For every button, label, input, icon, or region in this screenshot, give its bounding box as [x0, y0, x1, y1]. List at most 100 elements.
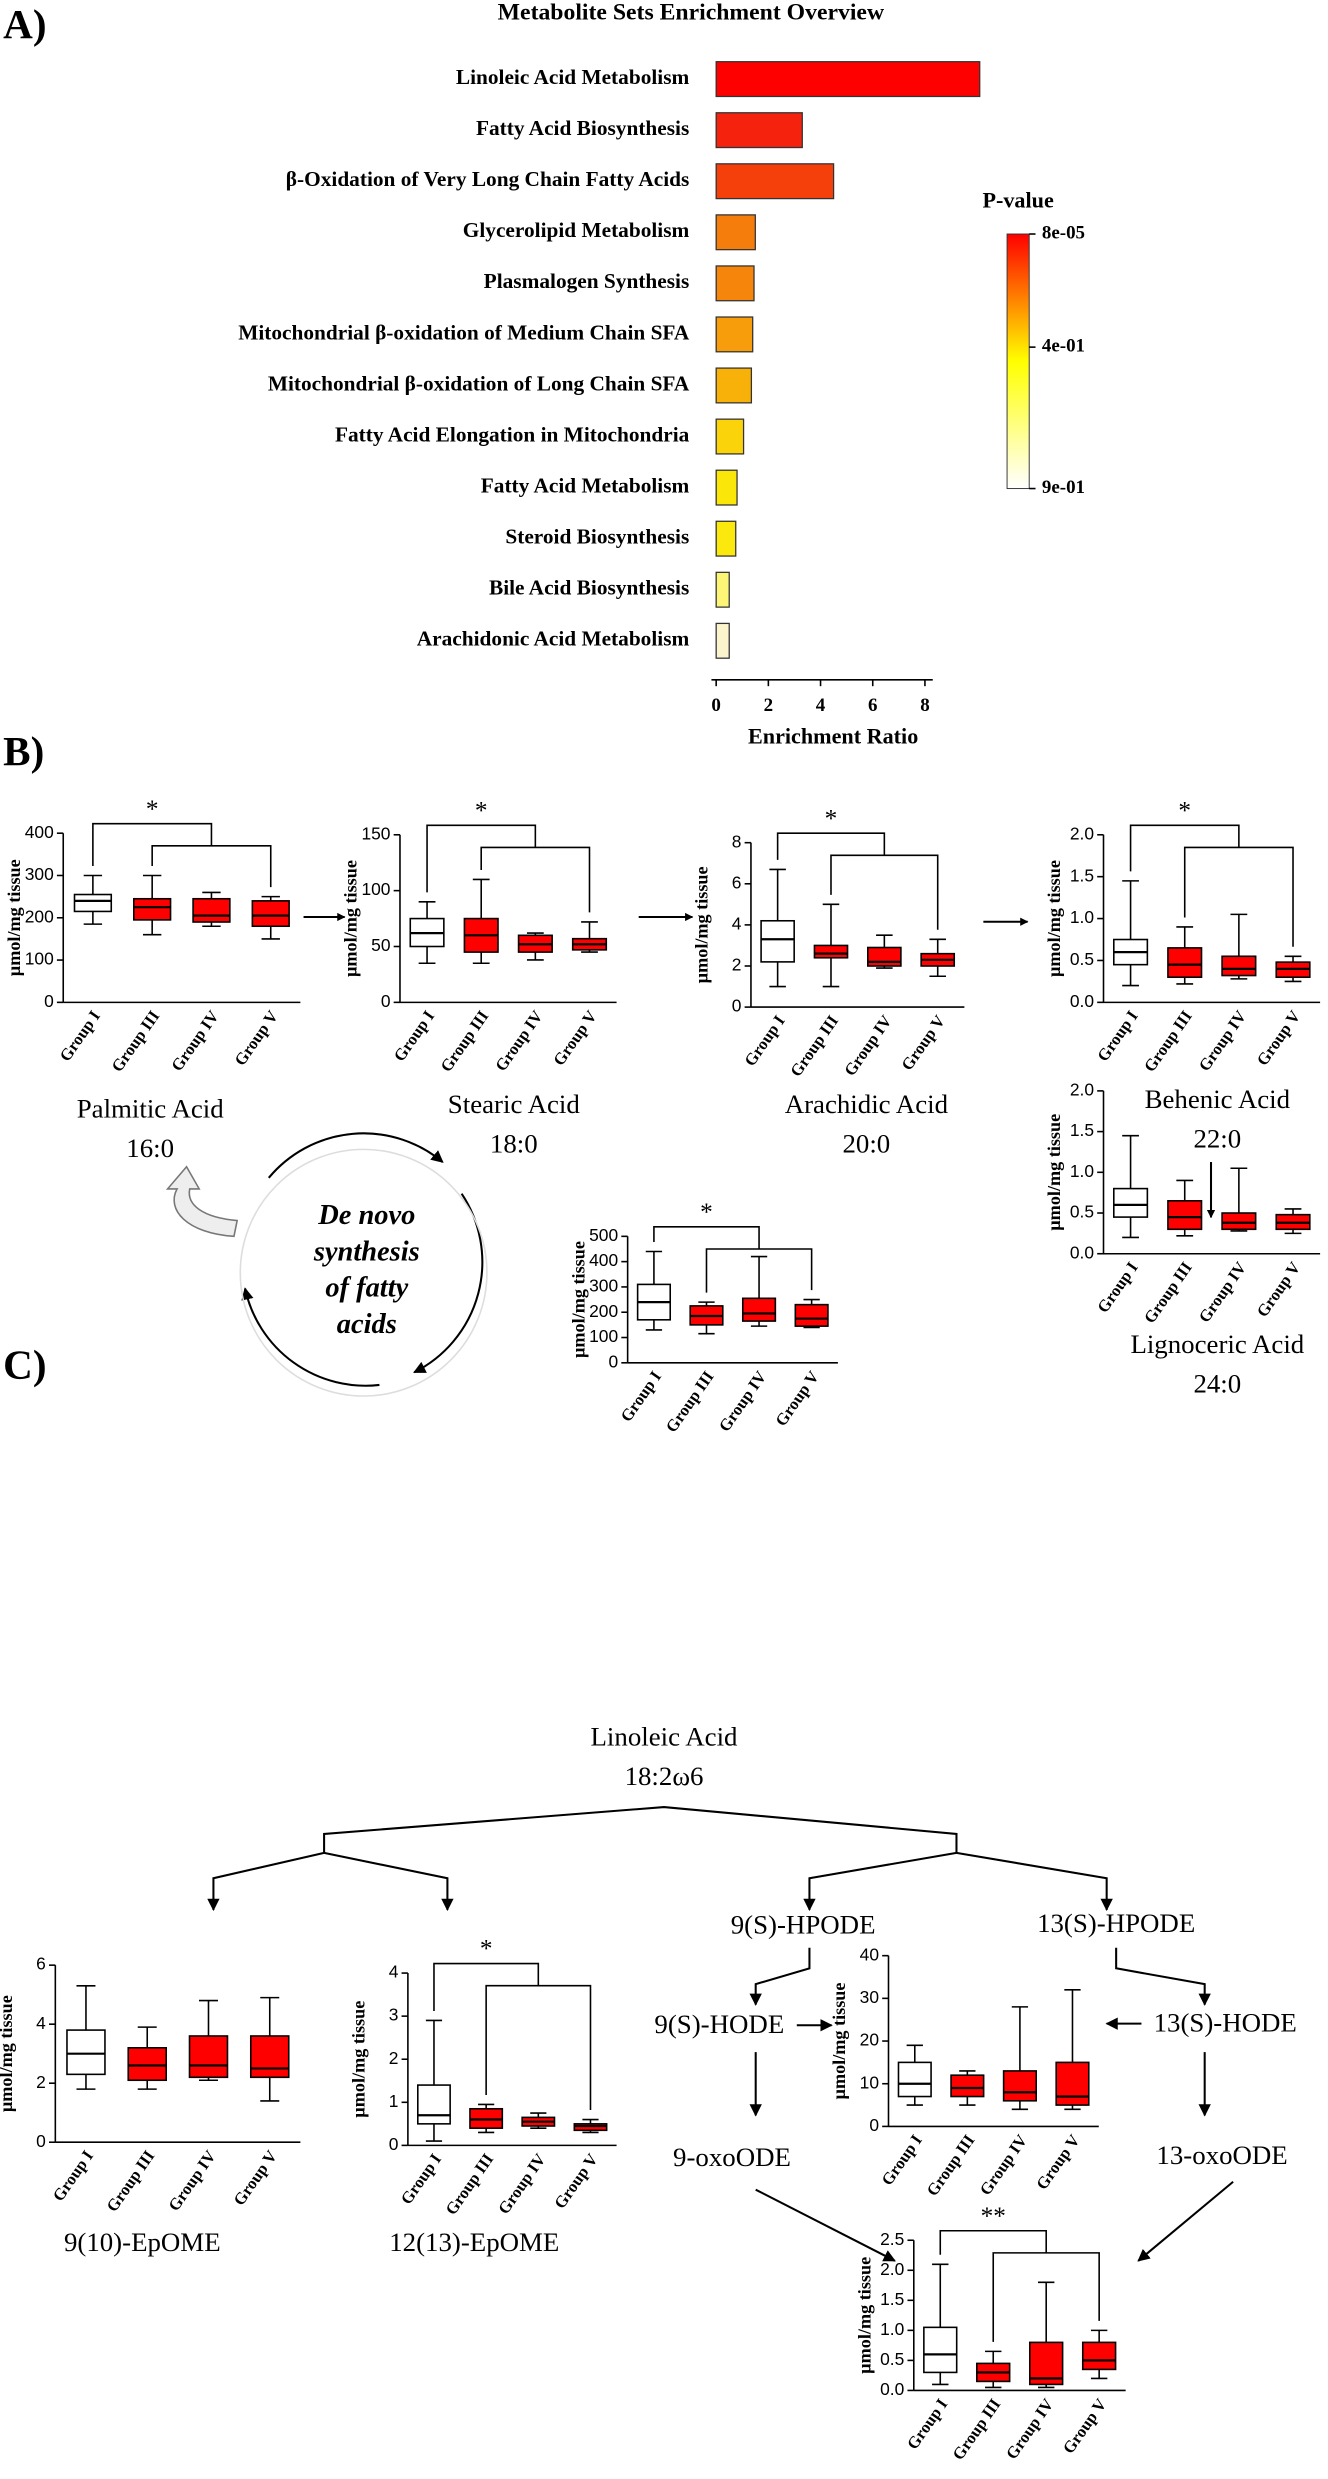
box	[192, 897, 231, 923]
x-tick-label: Group I	[56, 1007, 104, 1065]
y-tick-label: 0.0	[880, 2379, 904, 2399]
x-tick-label: Group I	[617, 1367, 665, 1425]
y-tick-label: 4	[389, 1962, 399, 1982]
node: 13(S)-HPODE	[1037, 1908, 1195, 1938]
category-label: Glycerolipid Metabolism	[463, 218, 690, 242]
x-tick-label: Group I	[877, 2131, 925, 2189]
x-tick-label: Group IV	[491, 1007, 546, 1075]
bracket	[433, 1962, 540, 2011]
y-tick-label: 0	[36, 2131, 46, 2151]
y-tick-label: 30	[860, 1987, 879, 2007]
x-tick-label: Group III	[949, 2395, 1005, 2463]
y-axis-label: µmol/mg tissue	[692, 866, 712, 983]
y-tick-label: 400	[589, 1250, 618, 1270]
y-tick-label: 8	[732, 831, 742, 851]
x-tick-label: Group V	[771, 1367, 822, 1429]
x-axis-label: Enrichment Ratio	[748, 723, 918, 748]
box	[127, 2046, 168, 2082]
x-tick-label: Group V	[549, 1007, 600, 1069]
y-tick-label: 100	[25, 949, 54, 969]
box	[813, 944, 849, 959]
category-label: Fatty Acid Metabolism	[481, 473, 690, 497]
chart-subtitle: 16:0	[126, 1133, 174, 1163]
x-tick-label: Group III	[923, 2131, 979, 2199]
x-tick-label: Group V	[229, 2147, 280, 2209]
x-tick-label: Group IV	[976, 2131, 1031, 2199]
bracket	[1183, 846, 1294, 947]
y-tick-label: 0.5	[880, 2349, 904, 2369]
bracket	[992, 2252, 1100, 2342]
y-tick-label: 1.5	[880, 2289, 904, 2309]
arrows	[303, 912, 1216, 1219]
chart-subtitle: 22:0	[1193, 1124, 1241, 1154]
panel-label: B)	[3, 728, 44, 774]
colorbar-tick-label: 8e-05	[1042, 222, 1085, 243]
box	[950, 2074, 985, 2098]
bracket	[1129, 824, 1240, 872]
chart-subtitle: 18:0	[490, 1128, 538, 1158]
bar	[715, 520, 737, 557]
chart-title: Behenic Acid	[1145, 1084, 1291, 1114]
x-tick-label: Group I	[397, 2150, 445, 2208]
y-tick-label: 1.0	[1070, 907, 1094, 927]
y-tick-label: 0.0	[1070, 991, 1094, 1011]
bar	[715, 61, 981, 98]
significance: *	[146, 795, 159, 823]
bar	[715, 571, 730, 608]
box	[1167, 1200, 1203, 1231]
y-tick-label: 0	[732, 996, 742, 1016]
x-tick-label: Group IV	[494, 2150, 549, 2218]
y-axis-label: µmol/mg tissue	[4, 859, 24, 976]
cycle-text: synthesis	[313, 1236, 420, 1267]
box	[760, 919, 795, 963]
box	[1167, 947, 1203, 979]
y-tick-label: 0.5	[1070, 949, 1094, 969]
x-tick-label: Group III	[1140, 1007, 1196, 1075]
bracket	[830, 854, 939, 930]
bracket	[480, 846, 591, 913]
y-axis-label: µmol/mg tissue	[829, 1983, 849, 2100]
x-tick-label: Group V	[1059, 2395, 1110, 2457]
bar	[715, 418, 745, 455]
bracket	[776, 832, 886, 860]
chart-subtitle: 20:0	[842, 1128, 890, 1158]
y-tick-label: 3	[389, 2005, 399, 2025]
y-tick-label: 20	[860, 2030, 879, 2050]
x-tick-label: Group III	[786, 1012, 842, 1080]
x-tick-label: Group I	[903, 2395, 951, 2453]
y-tick-label: 40	[860, 1944, 879, 1964]
box	[249, 2035, 290, 2079]
box	[132, 897, 172, 921]
chart-subtitle: 24:0	[1193, 1369, 1241, 1399]
y-tick-label: 10	[860, 2072, 879, 2092]
box	[867, 946, 902, 967]
significance: *	[825, 804, 838, 832]
y-tick-label: 0	[381, 991, 391, 1011]
box	[1055, 2061, 1090, 2106]
y-tick-label: 6	[36, 1954, 46, 1974]
x-tick-label: Group III	[107, 1007, 163, 1075]
x-tick-label: 6	[868, 695, 877, 716]
x-tick-label: 0	[711, 695, 720, 716]
box	[1113, 1187, 1149, 1218]
bracket	[485, 1984, 592, 2111]
bar	[715, 265, 755, 302]
colorbar-title: P-value	[982, 187, 1053, 212]
node: 13-oxoODE	[1156, 2140, 1287, 2170]
y-tick-label: 0.5	[1070, 1202, 1094, 1222]
box	[66, 2029, 106, 2076]
y-tick-label: 0	[389, 2134, 399, 2154]
chart-title: 12(13)-EpOME	[389, 2227, 559, 2257]
y-tick-label: 50	[371, 935, 390, 955]
box	[897, 2061, 932, 2098]
box	[923, 2326, 958, 2374]
y-tick-label: 100	[589, 1326, 618, 1346]
y-tick-label: 1.0	[880, 2319, 904, 2339]
x-tick-label: Group III	[436, 1007, 492, 1075]
y-tick-label: 500	[589, 1225, 618, 1245]
significance: *	[475, 796, 488, 824]
y-tick-label: 100	[361, 879, 390, 899]
bar	[715, 163, 835, 200]
x-tick-label: Group IV	[164, 2147, 219, 2215]
y-tick-label: 2.0	[1070, 823, 1094, 843]
